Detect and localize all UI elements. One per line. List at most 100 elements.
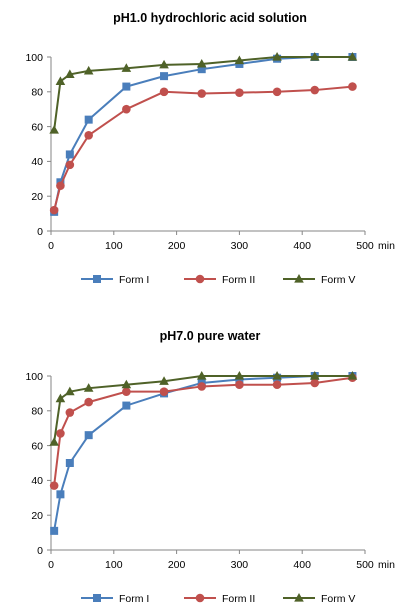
y-tick-label: 100 [25, 52, 43, 64]
data-point [83, 65, 94, 75]
y-tick-label: 20 [31, 191, 43, 203]
x-tick-label: 200 [168, 240, 186, 252]
x-tick-label: 500 [356, 559, 374, 571]
y-tick-label: 100 [25, 371, 43, 383]
data-point [49, 481, 59, 490]
data-point [347, 52, 358, 61]
data-point [122, 401, 131, 410]
data-point [84, 115, 93, 124]
data-point [56, 490, 65, 499]
legend-marker [294, 593, 304, 602]
data-point [121, 379, 132, 389]
chart-panel-2: pH7.0 pure water 0 20 40 60 80 100 0 100 200 300 40… [25, 329, 395, 605]
legend-entry: Form V [283, 274, 355, 286]
y-tick-label: 0 [37, 545, 43, 557]
x-tick-label: 400 [293, 559, 311, 571]
y-tick-label: 80 [31, 87, 43, 99]
data-point [197, 65, 206, 74]
data-point [348, 82, 357, 91]
data-point [235, 380, 244, 390]
data-point [234, 55, 245, 65]
data-point [196, 371, 207, 380]
x-tick-label: 0 [48, 559, 54, 571]
y-tick-label: 40 [31, 156, 43, 168]
data-point [197, 382, 207, 391]
data-point [65, 150, 74, 159]
legend-entry: Form II [184, 274, 255, 286]
data-point [159, 387, 169, 396]
legend-label: Form V [321, 593, 355, 605]
y-tick-label: 20 [31, 510, 43, 522]
data-point [49, 205, 59, 215]
legend-entry: Form V [283, 593, 355, 605]
data-point [310, 378, 320, 388]
x-tick-label: 300 [231, 240, 249, 252]
series-line-form-i [53, 56, 353, 213]
series-line-form-ii [53, 85, 353, 211]
legend-marker [93, 594, 101, 602]
x-tick-label: 0 [48, 240, 54, 252]
data-point [235, 88, 244, 97]
data-point [83, 383, 94, 392]
legend-label: Form I [119, 593, 149, 605]
y-tick-label: 60 [31, 121, 43, 133]
x-tick-label: 400 [293, 240, 311, 252]
data-point [65, 69, 75, 78]
data-point [309, 371, 320, 380]
chart-title: pH7.0 pure water [160, 329, 261, 343]
data-point [347, 371, 358, 380]
data-point [121, 63, 132, 72]
data-point [50, 526, 59, 535]
data-point [197, 89, 207, 98]
data-point [84, 397, 93, 407]
legend-marker [294, 274, 304, 283]
data-point [122, 104, 131, 114]
data-point [65, 386, 75, 396]
legend-label: Form II [222, 274, 255, 286]
data-point [309, 52, 320, 61]
data-point [272, 87, 282, 97]
data-point [49, 437, 59, 446]
y-tick-label: 80 [31, 406, 43, 418]
data-point [122, 82, 131, 91]
legend-marker [195, 593, 205, 603]
data-point [272, 52, 282, 61]
legend-entry: Form I [81, 593, 149, 605]
chart-panel-1: pH1.0 hydrochloric acid solution 0 20 40 60 8… [25, 11, 395, 286]
data-point [196, 58, 207, 68]
data-point [55, 76, 66, 85]
x-tick-label: 200 [168, 559, 186, 571]
data-point [159, 87, 169, 97]
legend-entry: Form I [81, 274, 149, 286]
data-point [84, 131, 93, 140]
data-point [159, 59, 169, 69]
data-point [55, 393, 66, 403]
chart-title: pH1.0 hydrochloric acid solution [113, 11, 307, 25]
legend-marker [93, 275, 101, 283]
data-point [159, 376, 169, 385]
x-tick-label: 100 [105, 559, 123, 571]
data-point [234, 371, 245, 380]
data-point [84, 431, 93, 440]
legend-label: Form V [321, 274, 355, 286]
data-point [56, 429, 65, 438]
data-point [160, 72, 169, 81]
data-point [122, 387, 131, 396]
y-tick-label: 40 [31, 475, 43, 487]
data-point [65, 408, 75, 417]
y-tick-label: 60 [31, 440, 43, 452]
x-tick-label: 300 [231, 559, 249, 571]
data-point [272, 371, 282, 380]
x-tick-label: 100 [105, 240, 123, 252]
data-point [65, 160, 75, 170]
data-point [310, 85, 320, 95]
legend-label: Form I [119, 274, 149, 286]
x-axis-label: min [378, 240, 395, 252]
data-point [65, 459, 74, 467]
x-tick-label: 500 [356, 240, 374, 252]
legend-marker [195, 274, 205, 284]
data-point [49, 125, 59, 134]
y-tick-label: 0 [37, 226, 43, 238]
data-point [56, 181, 65, 191]
